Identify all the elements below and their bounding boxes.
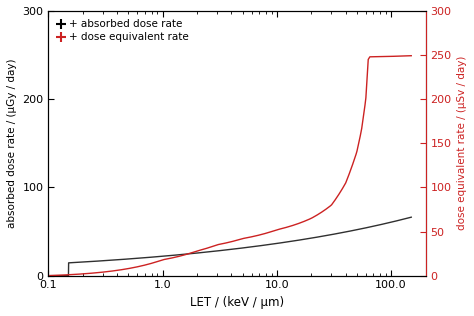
- X-axis label: LET / (keV / μm): LET / (keV / μm): [190, 296, 284, 309]
- Y-axis label: absorbed dose rate / (μGy / day): absorbed dose rate / (μGy / day): [7, 58, 17, 228]
- Y-axis label: dose equivalent rate / (μSv / day): dose equivalent rate / (μSv / day): [457, 56, 467, 230]
- Legend: + absorbed dose rate, + dose equivalent rate: + absorbed dose rate, + dose equivalent …: [54, 16, 192, 46]
